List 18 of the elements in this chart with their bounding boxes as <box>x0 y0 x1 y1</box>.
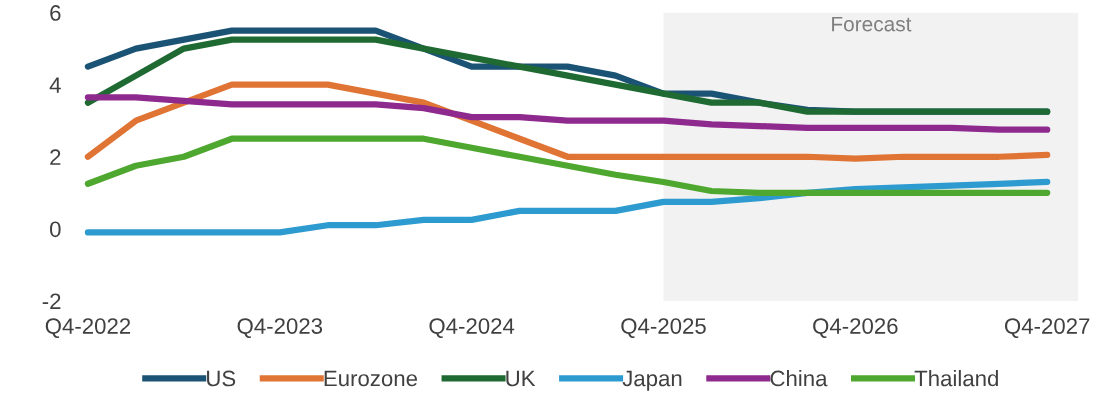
legend-label: Eurozone <box>324 370 418 387</box>
y-tick-label: 4 <box>49 77 61 93</box>
x-tick-label: Q4-2025 <box>621 318 706 338</box>
x-tick-label: Q4-2023 <box>237 318 323 338</box>
legend-label: Japan <box>622 370 682 391</box>
y-tick-label: 6 <box>50 5 61 21</box>
legend-label: UK <box>506 370 536 387</box>
x-tick-label: Q4-2026 <box>813 318 898 338</box>
y-tick-label: 2 <box>50 149 61 165</box>
x-tick-label: Q4-2027 <box>1004 318 1090 338</box>
legend-label: Thailand <box>914 369 998 387</box>
x-tick-label: Q4-2022 <box>45 318 131 338</box>
band-label: Forecast <box>832 16 912 32</box>
x-tick-label: Q4-2024 <box>429 318 515 338</box>
y-tick-label: -2 <box>42 293 61 310</box>
legend-label: China <box>770 369 828 387</box>
y-tick-label: 0 <box>50 221 61 238</box>
legend-label: US <box>207 370 236 387</box>
